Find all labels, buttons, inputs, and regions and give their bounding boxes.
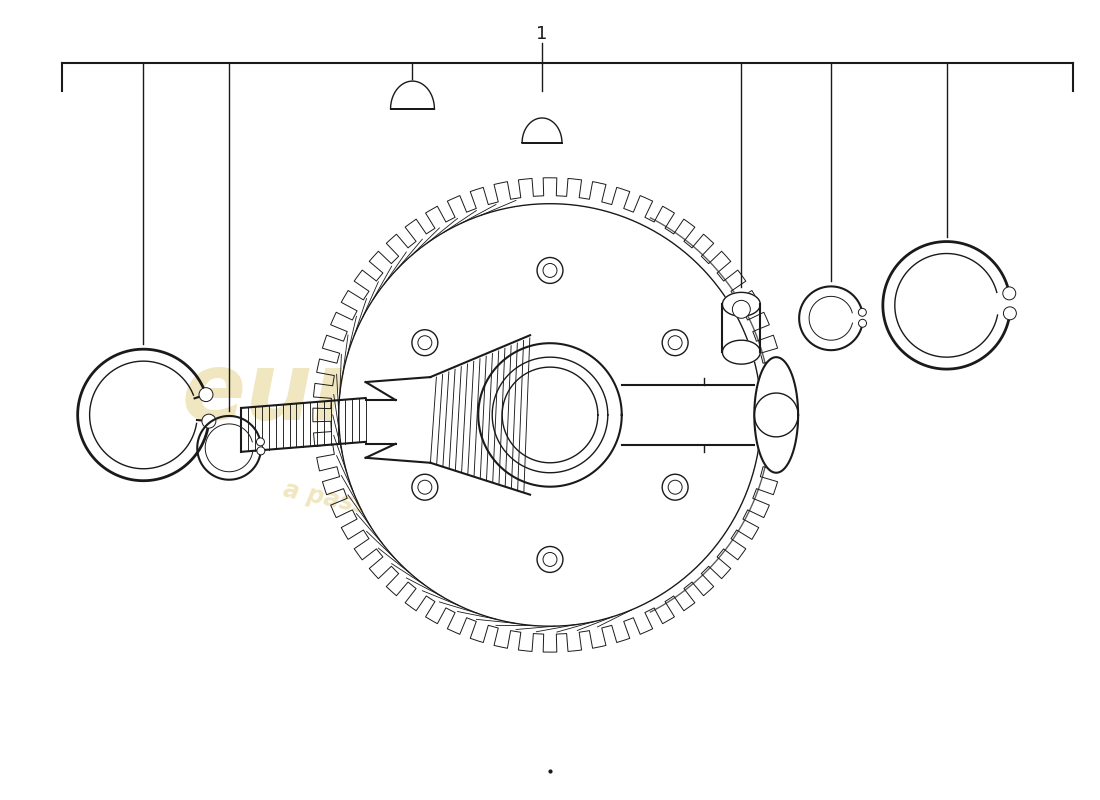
Text: Parts: Parts xyxy=(420,348,695,440)
Circle shape xyxy=(418,480,432,494)
Circle shape xyxy=(257,447,265,455)
Polygon shape xyxy=(390,81,435,109)
Circle shape xyxy=(256,438,264,446)
Circle shape xyxy=(662,330,689,356)
Text: euro: euro xyxy=(182,348,425,440)
Circle shape xyxy=(733,300,750,318)
Polygon shape xyxy=(755,357,799,473)
Circle shape xyxy=(199,388,213,402)
Circle shape xyxy=(537,258,563,283)
Circle shape xyxy=(668,480,682,494)
Circle shape xyxy=(411,330,438,356)
Circle shape xyxy=(1003,287,1015,300)
Text: a passion for parts since 1985: a passion for parts since 1985 xyxy=(280,477,680,584)
Circle shape xyxy=(668,336,682,350)
Polygon shape xyxy=(723,340,760,364)
Circle shape xyxy=(543,263,557,278)
Circle shape xyxy=(543,553,557,566)
Polygon shape xyxy=(522,118,562,143)
Polygon shape xyxy=(341,206,759,624)
Text: 1: 1 xyxy=(537,26,548,43)
Circle shape xyxy=(411,474,438,500)
Circle shape xyxy=(202,414,216,428)
Circle shape xyxy=(858,319,867,327)
Circle shape xyxy=(418,336,432,350)
Polygon shape xyxy=(723,292,760,316)
Circle shape xyxy=(1003,307,1016,320)
Circle shape xyxy=(537,546,563,572)
Circle shape xyxy=(662,474,689,500)
Circle shape xyxy=(858,308,867,316)
Polygon shape xyxy=(478,343,622,486)
